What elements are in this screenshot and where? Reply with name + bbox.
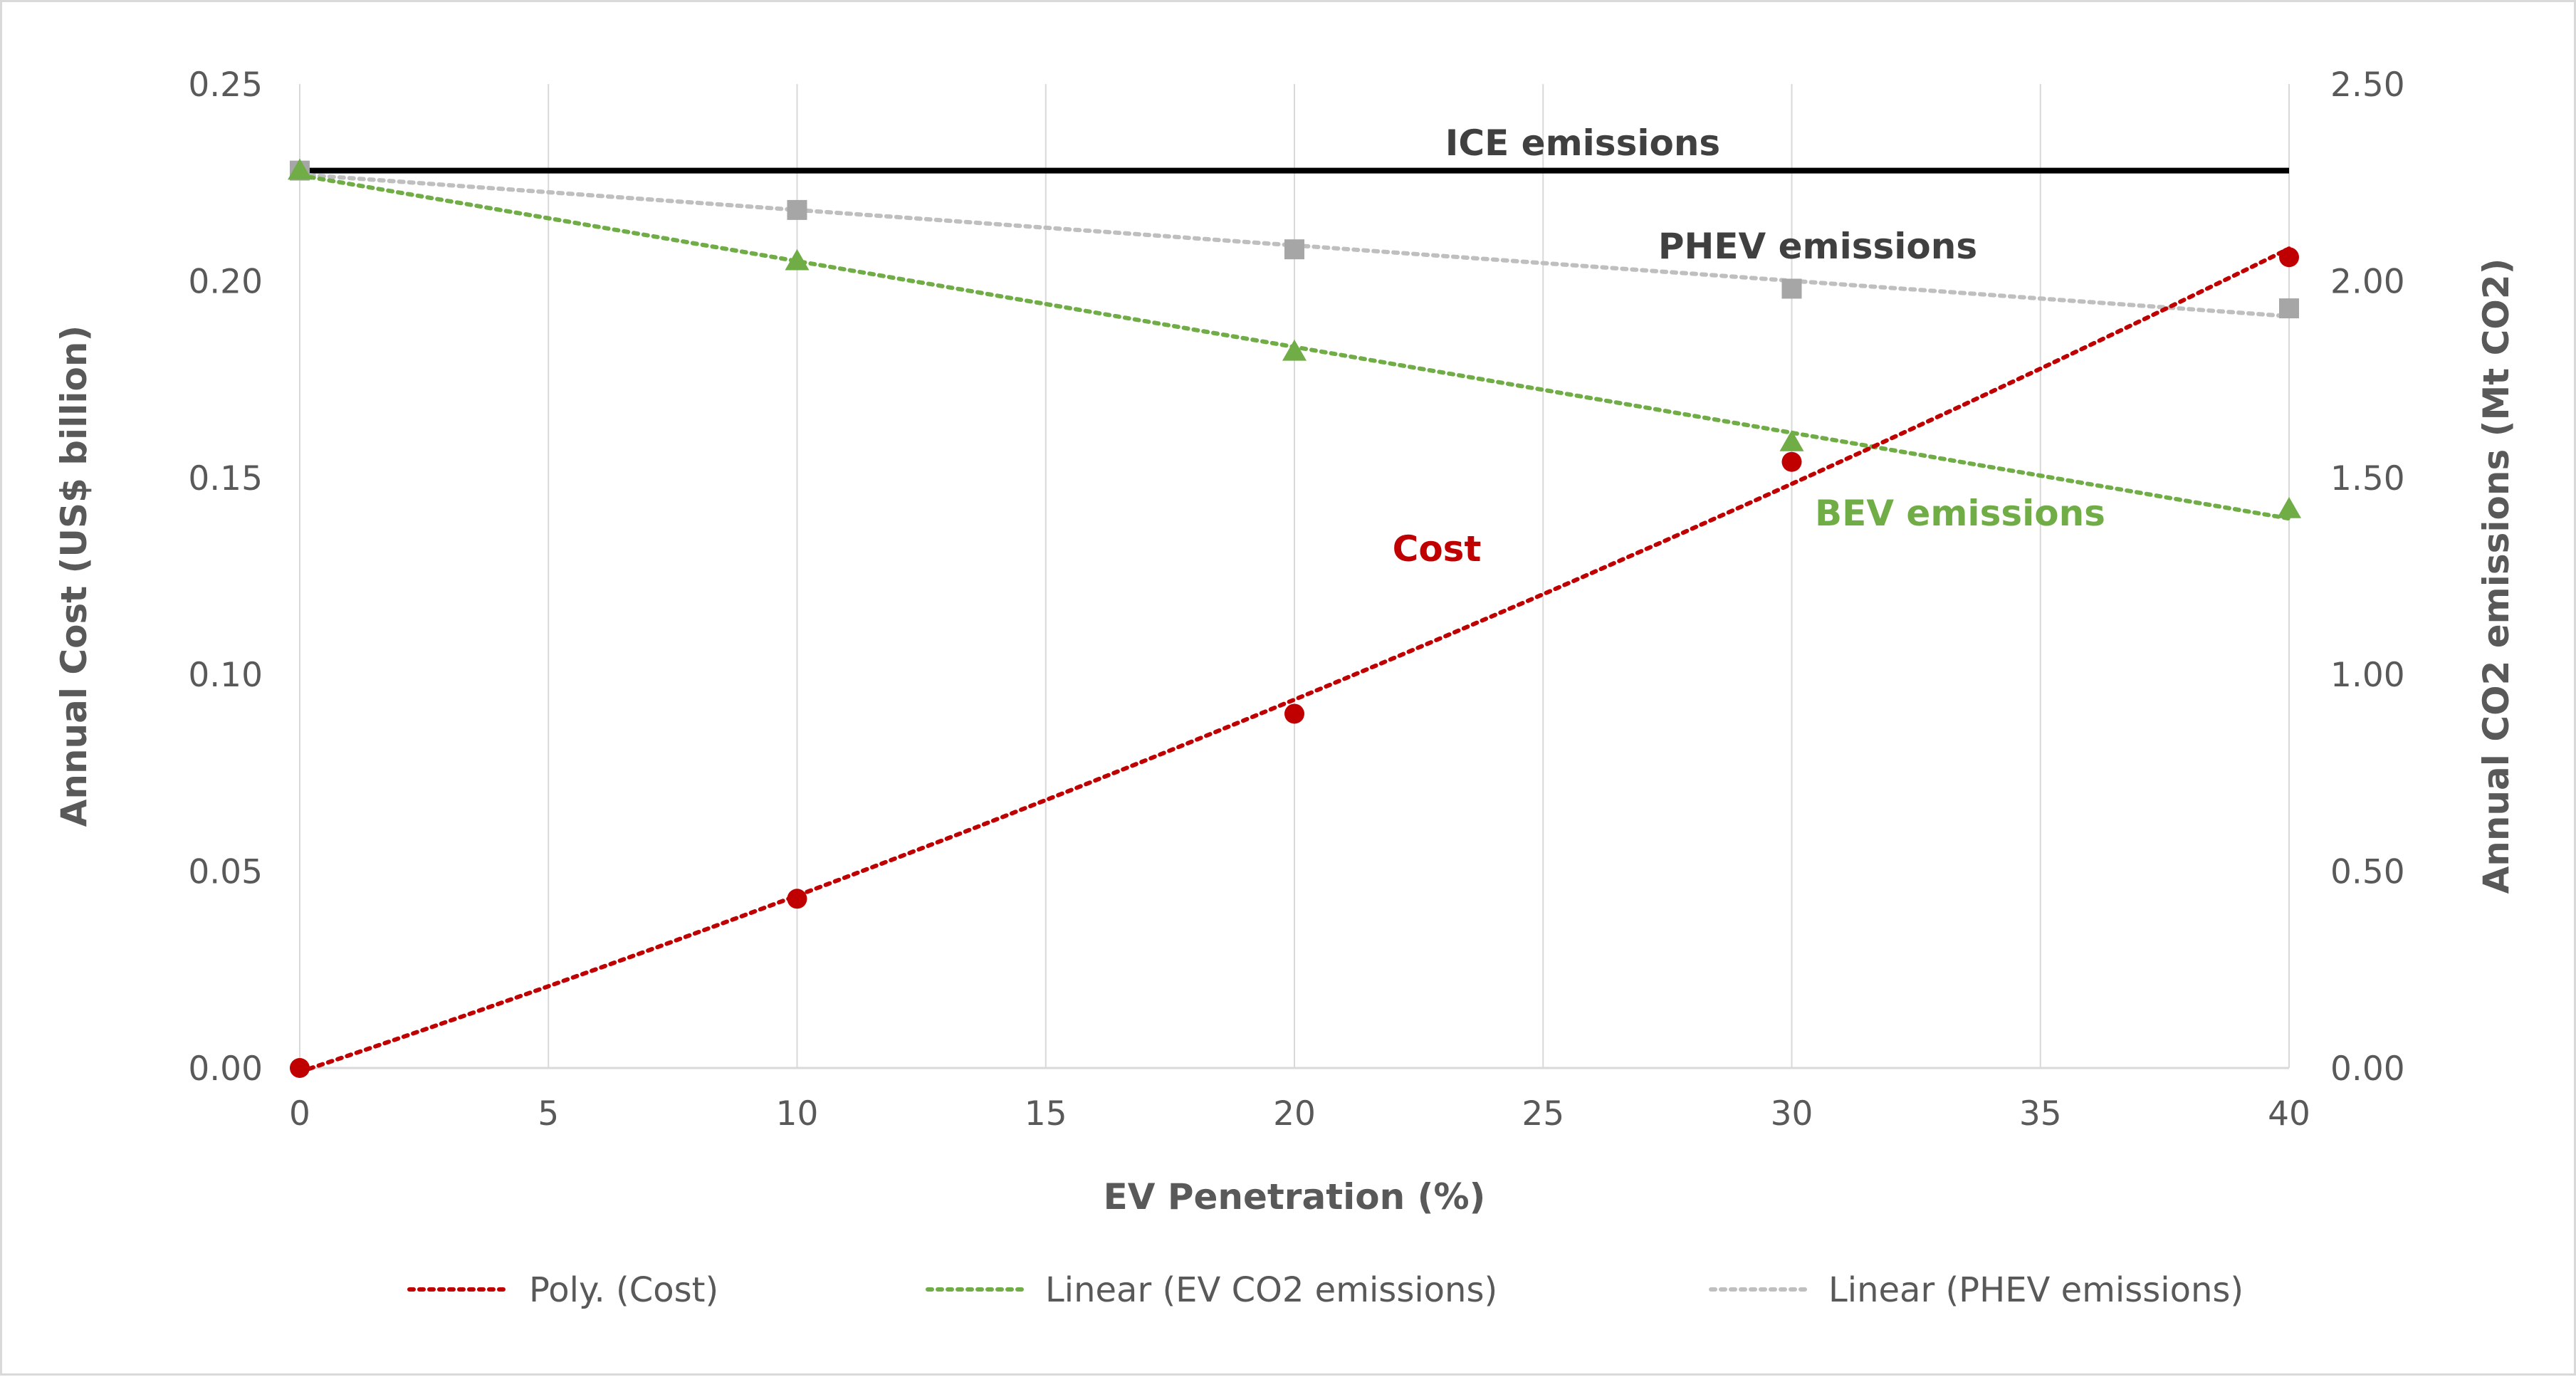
x-axis-ticks: 0 5 10 15 20 25 30 35 40 [289,1094,2310,1133]
annotation-ice-emissions: ICE emissions [1445,122,1720,164]
x-tick-label-15: 15 [1025,1094,1067,1133]
annotation-phev-emissions: PHEV emissions [1658,226,1977,267]
y-left-axis-title: Annual Cost (US$ billion) [53,325,95,827]
y-right-tick-label-1.50: 1.50 [2330,459,2405,498]
bev-marker-20 [1282,339,1307,361]
y-left-tick-label-0.15: 0.15 [188,459,263,498]
y-left-tick-label-0.10: 0.10 [188,656,263,695]
y-right-tick-label-0.50: 0.50 [2330,853,2405,892]
y-left-tick-label-0.05: 0.05 [188,853,263,892]
y-left-tick-label-0.20: 0.20 [188,262,263,301]
cost-marker-40 [2279,247,2299,268]
phev-marker-10 [787,199,807,220]
x-axis-title: EV Penetration (%) [1104,1176,1486,1218]
legend-label-cost: Poly. (Cost) [529,1270,718,1310]
y-right-axis-title: Annual CO2 emissions (Mt CO2) [2476,258,2517,894]
bev-marker-40 [2277,497,2301,518]
legend-label-ev-co2: Linear (EV CO2 emissions) [1045,1270,1497,1310]
bev-marker-10 [785,248,810,271]
legend-item-linear-phev: Linear (PHEV emissions) [1709,1270,2243,1310]
x-tick-label-10: 10 [776,1094,819,1133]
bev-marker-0 [288,158,312,180]
legend-item-linear-ev-co2: Linear (EV CO2 emissions) [926,1270,1497,1310]
phev-marker-30 [1781,278,1802,299]
legend-label-phev: Linear (PHEV emissions) [1828,1270,2243,1310]
annotation-cost: Cost [1393,528,1482,570]
y-right-tick-label-0.00: 0.00 [2330,1049,2405,1089]
x-tick-label-0: 0 [289,1094,310,1133]
cost-marker-30 [1781,451,1802,472]
legend: Poly. (Cost) Linear (EV CO2 emissions) L… [407,1270,2243,1310]
legend-item-poly-cost: Poly. (Cost) [407,1270,718,1310]
annotation-bev-emissions: BEV emissions [1815,493,2105,534]
x-tick-label-20: 20 [1273,1094,1316,1133]
series-layer [288,158,2301,1078]
x-tick-label-5: 5 [538,1094,559,1133]
x-tick-label-35: 35 [2019,1094,2062,1133]
phev-marker-20 [1284,239,1304,260]
cost-trendline [298,246,2291,1074]
cost-marker-20 [1284,703,1304,724]
bev-marker-30 [1779,430,1804,451]
x-tick-label-25: 25 [1522,1094,1564,1133]
cost-marker-10 [787,889,807,909]
x-tick-label-40: 40 [2268,1094,2310,1133]
y-left-axis-ticks: 0.00 0.05 0.10 0.15 0.20 0.25 [188,66,263,1089]
y-right-tick-label-2.50: 2.50 [2330,66,2405,105]
x-tick-label-30: 30 [1771,1094,1813,1133]
y-left-tick-label-0.00: 0.00 [188,1049,263,1089]
gridlines [299,84,2290,1068]
y-left-tick-label-0.25: 0.25 [188,66,263,105]
cost-marker-0 [290,1058,310,1078]
y-right-tick-label-2.00: 2.00 [2330,262,2405,301]
y-right-tick-label-1.00: 1.00 [2330,656,2405,695]
phev-marker-40 [2279,298,2299,319]
y-right-axis-ticks: 0.00 0.50 1.00 1.50 2.00 2.50 [2330,66,2405,1089]
